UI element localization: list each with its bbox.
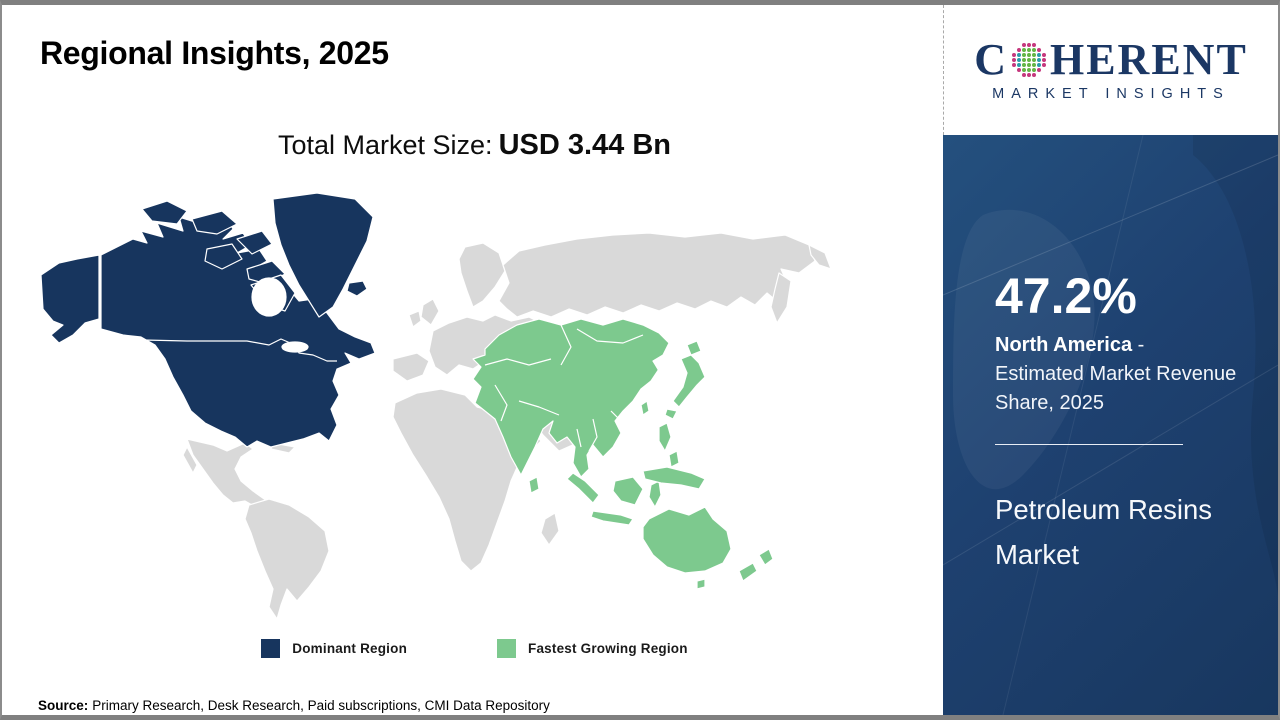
sidebar-content: 47.2% North America - Estimated Market R… — [995, 270, 1238, 577]
brand-letters-rest: HERENT — [1049, 35, 1248, 84]
fastest-growing-region-swatch — [497, 639, 517, 658]
great-lakes — [281, 341, 309, 353]
region-north-america — [40, 192, 376, 448]
page-title: Regional Insights, 2025 — [40, 35, 389, 71]
market-share-desc-text: - Estimated Market Revenue Share, 2025 — [995, 333, 1237, 414]
legend-item-fastest-growing: Fastest Growing Region — [497, 639, 688, 658]
market-share-value: 47.2% — [995, 268, 1137, 324]
brand-logo: C HERENT MARKET INSIGHTS — [943, 5, 1278, 135]
brand-subtitle: MARKET INSIGHTS — [992, 86, 1230, 102]
asia-country-borders — [484, 324, 660, 452]
hudson-bay — [251, 277, 287, 317]
divider-rule — [995, 443, 1183, 445]
legend-item-dominant: Dominant Region — [261, 639, 407, 658]
brand-letter-c: C — [974, 35, 1008, 84]
dominant-region-swatch — [261, 639, 281, 658]
report-title: Petroleum Resins Market — [995, 493, 1213, 570]
source-text: Primary Research, Desk Research, Paid su… — [92, 698, 550, 713]
sidebar-panel: 47.2% North America - Estimated Market R… — [943, 135, 1278, 715]
sidebar: C HERENT MARKET INSIGHTS 47.2% North Ame… — [943, 5, 1278, 715]
map-legend: Dominant Region Fastest Growing Region — [2, 639, 947, 658]
total-market-size: Total Market Size: USD 3.44 Bn — [2, 129, 947, 162]
world-map-svg — [40, 192, 832, 620]
total-market-size-value: USD 3.44 Bn — [498, 129, 672, 161]
world-map — [37, 189, 917, 629]
source-label: Source: — [38, 698, 89, 713]
source-line: Source: Primary Research, Desk Research, … — [38, 698, 550, 713]
region-asia-pacific — [472, 318, 774, 590]
market-share-region: North America — [995, 333, 1133, 356]
fastest-growing-region-label: Fastest Growing Region — [528, 641, 688, 656]
dominant-region-label: Dominant Region — [292, 641, 408, 656]
brand-wordmark: C HERENT — [974, 38, 1248, 82]
market-share-description: North America - Estimated Market Revenue… — [995, 331, 1238, 418]
main-content: Regional Insights, 2025 Total Market Siz… — [2, 5, 947, 715]
total-market-size-label: Total Market Size: — [277, 130, 493, 160]
us-canada-border — [100, 338, 337, 362]
dotted-globe-icon — [1011, 43, 1046, 77]
